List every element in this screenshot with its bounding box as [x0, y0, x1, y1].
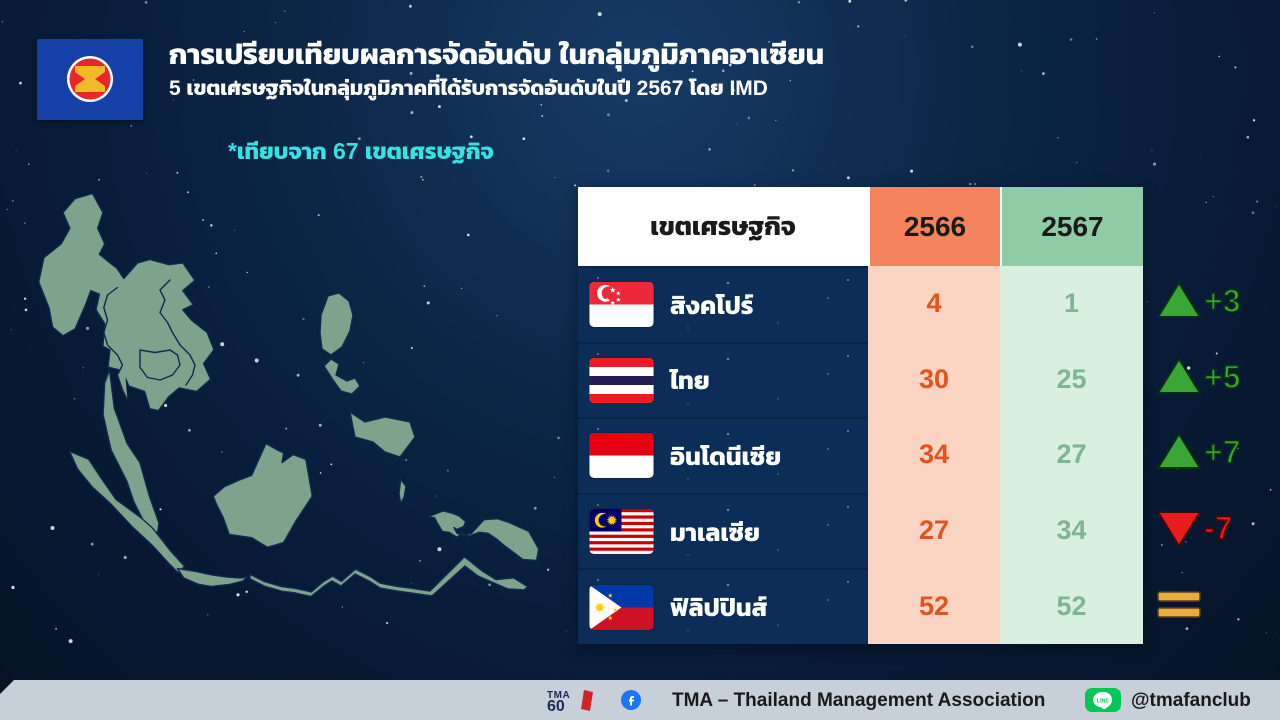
svg-text:60: 60: [547, 698, 565, 712]
svg-text:LINE: LINE: [1097, 698, 1110, 704]
